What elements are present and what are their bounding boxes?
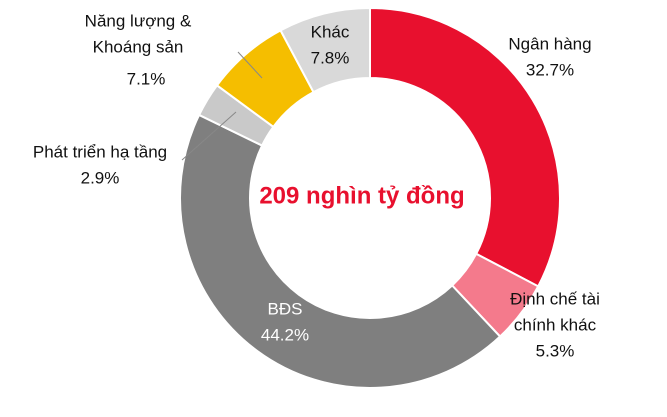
leader-line [181,111,237,161]
slice [179,113,502,389]
value-label: 7.8% [311,48,350,67]
slice-label: Khác [311,22,350,41]
value-label: 2.9% [81,168,120,187]
slice-label: Phát triển hạ tầng [33,142,167,161]
value-label: 7.1% [127,69,166,88]
center-text: 209 nghìn tỷ đồng [259,182,464,209]
leader-line [237,51,263,79]
value-label: 44.2% [261,325,309,344]
value-label: 32.7% [526,60,574,79]
slices [179,6,561,389]
slice-label: Khoáng sản [93,37,184,56]
slice [369,6,561,288]
slice-label: chính khác [514,315,597,334]
slice-label: Ngân hàng [508,34,591,53]
slice [279,6,371,94]
slice-label: Năng lượng & [85,11,192,30]
value-label: 5.3% [536,341,575,360]
slice-label: BĐS [268,299,303,318]
slice-label: Định chế tài [510,289,600,308]
